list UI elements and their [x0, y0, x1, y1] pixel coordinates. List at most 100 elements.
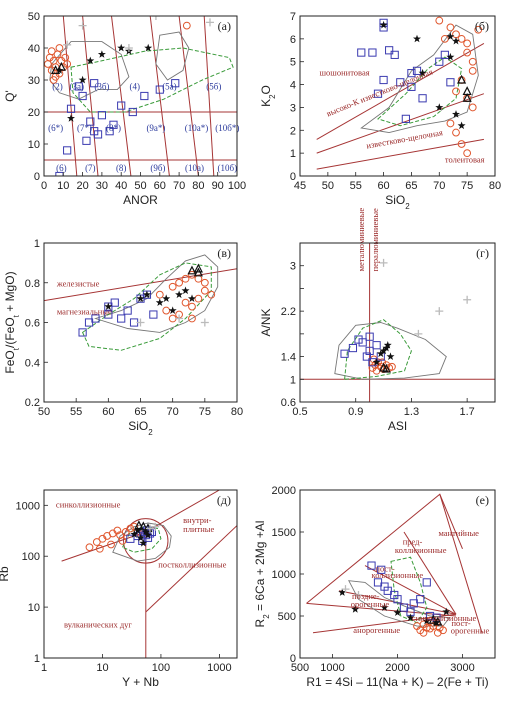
plot-area	[316, 16, 485, 170]
field-label: (10б)	[218, 163, 238, 173]
data-point-plus	[63, 40, 72, 49]
y-tick-label: 0.4	[25, 357, 40, 369]
x-tick-label: 1.3	[404, 406, 419, 418]
x-tick-label: 80	[489, 180, 501, 192]
data-point-circle	[63, 60, 72, 68]
data-point-triangle	[193, 267, 203, 277]
data-point-plus	[379, 258, 388, 267]
data-point-square	[117, 101, 126, 110]
x-axis-label: SiO2	[128, 419, 153, 437]
data-point-triangle	[193, 263, 203, 273]
y-tick-label: 0	[290, 653, 296, 665]
data-point-square	[373, 89, 383, 98]
x-tick-label: 60	[102, 406, 114, 418]
x-tick-label: 60	[377, 180, 389, 192]
x-tick-label: 50	[134, 180, 146, 192]
field-label: вулканических дуг	[64, 619, 132, 629]
reference-outline-green	[390, 556, 428, 624]
y-tick-label: 1000	[16, 500, 40, 512]
x-tick-label: 55	[350, 180, 362, 192]
data-point-plus	[175, 314, 184, 323]
data-point-star	[104, 302, 113, 310]
y-tick-label: 3	[290, 102, 296, 114]
field-label: коллизионные	[395, 545, 447, 555]
data-point-plus	[151, 522, 160, 531]
data-point-square	[109, 120, 118, 129]
data-point-circle	[182, 21, 191, 30]
data-point-circle	[168, 282, 177, 291]
data-point-circle	[162, 306, 171, 315]
field-label: (2)	[52, 82, 63, 92]
field-label: (3а)	[70, 82, 85, 92]
data-point-star	[379, 20, 388, 29]
data-point-square	[123, 306, 132, 315]
plot-area	[300, 243, 495, 402]
data-point-star	[351, 605, 360, 613]
data-point-square	[357, 48, 366, 57]
data-point-circle	[113, 526, 122, 535]
x-tick-label: 75	[199, 406, 211, 418]
data-point-star	[97, 50, 106, 58]
data-point-circle	[49, 76, 58, 84]
data-point-circle	[95, 544, 104, 553]
data-point-square	[128, 107, 137, 117]
y-tick-label: 50	[28, 11, 40, 23]
data-point-square	[409, 599, 418, 608]
field-label: (5а)	[162, 82, 177, 92]
data-point-circle	[474, 25, 483, 34]
data-point-star	[435, 103, 444, 111]
field-boundary	[439, 494, 463, 549]
x-tick-label: 70	[433, 180, 445, 192]
x-tick-label: 65	[134, 406, 146, 418]
chart-panel-f: мантийныепред-коллизионныепост-коллизион…	[253, 485, 496, 689]
data-point-star	[393, 608, 402, 616]
panel-letter: (а)	[218, 19, 231, 33]
data-point-square	[412, 66, 422, 75]
data-point-star	[457, 121, 466, 130]
data-point-circle	[463, 48, 472, 57]
reference-outline-gray	[348, 580, 451, 627]
field-label: магнезиальные	[57, 307, 112, 317]
field-boundary	[111, 16, 132, 176]
data-point-square	[86, 117, 95, 126]
data-point-circle	[200, 278, 209, 287]
field-label: пост-	[375, 563, 394, 573]
data-point-star	[376, 349, 385, 358]
data-point-triangle	[187, 265, 197, 275]
data-point-star	[139, 539, 148, 547]
data-point-star	[144, 43, 153, 52]
field-label: орогенные	[451, 626, 490, 636]
y-tick-label: 2	[290, 125, 296, 137]
y-tick-label: 6	[290, 34, 296, 46]
y-tick-label: 7	[290, 11, 296, 23]
field-label: пред-	[403, 537, 423, 547]
x-tick-label: 1.7	[459, 406, 474, 418]
field-label: (6*)	[48, 123, 63, 133]
data-point-square	[385, 46, 394, 55]
chart-panel-c: железистые магнезиальные 50 55 60 65 70 75 80 0.2…	[3, 238, 243, 437]
x-tick-label: 3000	[450, 662, 474, 674]
reference-outline-green	[377, 56, 463, 127]
field-boundary	[82, 16, 99, 176]
data-point-plus	[341, 585, 350, 594]
data-point-star	[168, 306, 177, 314]
y-tick-label: 2000	[272, 485, 296, 497]
field-label: внутри-	[183, 515, 211, 525]
data-point-triangle	[381, 363, 391, 373]
data-point-square	[91, 314, 100, 323]
data-point-plus	[435, 307, 444, 316]
field-label: шошонитовая	[320, 67, 370, 77]
field-label: (8)	[116, 163, 127, 173]
field-label: (10а*)	[185, 123, 209, 133]
data-point-circle	[118, 536, 127, 545]
data-point-circle	[107, 540, 115, 549]
y-tick-label: 1	[34, 653, 40, 665]
data-point-star	[413, 34, 421, 43]
data-point-star	[383, 341, 392, 349]
x-tick-label: 55	[70, 406, 82, 418]
y-tick-label: 20	[28, 107, 40, 119]
y-tick-label: 40	[28, 43, 40, 55]
chart-panel-e: синколлизионные внутри-плитные постколлизи…	[0, 489, 238, 689]
data-point-plus	[205, 18, 214, 27]
x-tick-label: 30	[96, 180, 108, 192]
